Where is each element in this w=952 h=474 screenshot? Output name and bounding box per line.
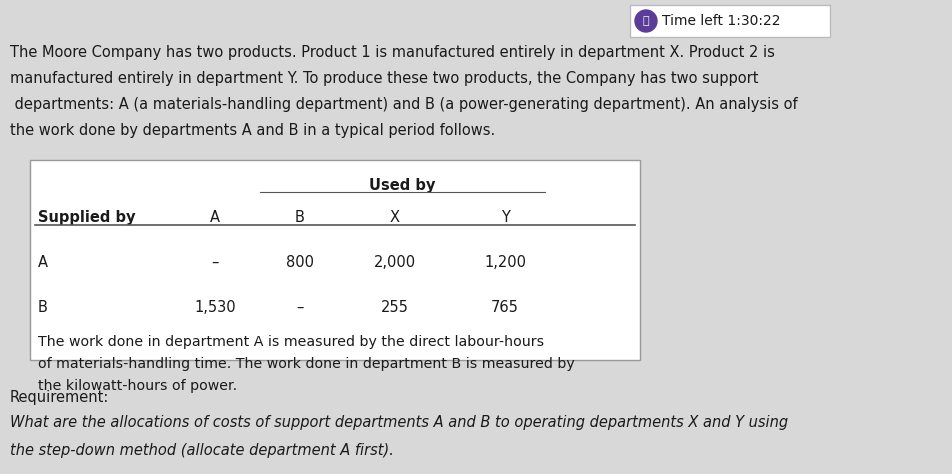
Text: Used by: Used by [369, 178, 436, 193]
Text: manufactured entirely in department Y. To produce these two products, the Compan: manufactured entirely in department Y. T… [10, 71, 759, 86]
Text: the kilowatt-hours of power.: the kilowatt-hours of power. [38, 379, 237, 393]
Text: Requirement:: Requirement: [10, 390, 109, 405]
Text: 1,530: 1,530 [194, 300, 236, 315]
Text: The Moore Company has two products. Product 1 is manufactured entirely in depart: The Moore Company has two products. Prod… [10, 45, 775, 60]
Text: 1,200: 1,200 [484, 255, 526, 270]
Text: B: B [295, 210, 305, 225]
Text: –: – [211, 255, 219, 270]
Text: –: – [296, 300, 304, 315]
Text: Time left 1:30:22: Time left 1:30:22 [662, 14, 781, 28]
Text: A: A [38, 255, 48, 270]
Text: 800: 800 [286, 255, 314, 270]
Text: 255: 255 [381, 300, 409, 315]
Text: 765: 765 [491, 300, 519, 315]
Text: ⏱: ⏱ [643, 16, 649, 26]
Text: of materials-handling time. The work done in department B is measured by: of materials-handling time. The work don… [38, 357, 575, 371]
Text: the work done by departments A and B in a typical period follows.: the work done by departments A and B in … [10, 123, 495, 138]
Text: the step-down method (allocate department A first).: the step-down method (allocate departmen… [10, 443, 394, 458]
Text: What are the allocations of costs of support departments A and B to operating de: What are the allocations of costs of sup… [10, 415, 788, 430]
Text: 2,000: 2,000 [374, 255, 416, 270]
Text: B: B [38, 300, 48, 315]
Bar [30, 160, 640, 360]
Circle shape [635, 10, 657, 32]
Bar [630, 5, 830, 37]
Text: Y: Y [501, 210, 509, 225]
Text: The work done in department A is measured by the direct labour-hours: The work done in department A is measure… [38, 335, 545, 349]
Text: X: X [390, 210, 400, 225]
Text: A: A [210, 210, 220, 225]
Text: Supplied by: Supplied by [38, 210, 135, 225]
Text: departments: A (a materials-handling department) and B (a power-generating depar: departments: A (a materials-handling dep… [10, 97, 798, 112]
